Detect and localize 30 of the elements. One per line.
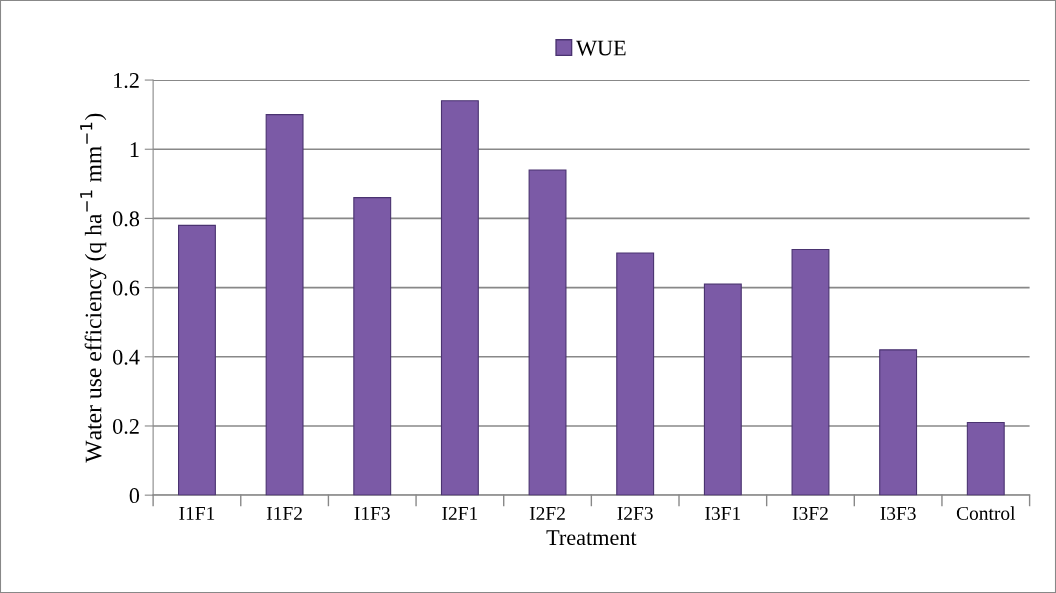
bar <box>879 349 918 496</box>
x-axis-title: Treatment <box>546 530 637 546</box>
x-tick-label: I2F1 <box>442 506 478 520</box>
x-tick-label: I2F3 <box>617 506 653 520</box>
bar <box>616 252 655 496</box>
y-tick-label: 0.4 <box>112 349 140 365</box>
bar <box>177 224 216 496</box>
y-tick-label: 1 <box>130 142 139 157</box>
x-tick-label: I3F2 <box>792 506 828 520</box>
legend-label: WUE <box>576 40 626 56</box>
y-tick-label: 0.2 <box>112 418 139 434</box>
y-axis-title: Water use efficiency (q ha$^{−1}$ mm$^{−1}$) <box>80 113 107 463</box>
x-tick-label: I1F3 <box>354 506 390 520</box>
bar <box>966 421 1005 496</box>
x-tick-label: I3F3 <box>880 506 916 520</box>
x-tick-label: I1F1 <box>179 506 215 520</box>
x-tick-label: I3F1 <box>705 506 741 520</box>
bar <box>528 169 567 496</box>
bar <box>440 100 479 496</box>
x-tick-label: I2F2 <box>529 506 565 520</box>
bar <box>703 283 742 496</box>
bar <box>353 197 392 496</box>
bar <box>265 114 304 496</box>
y-tick-label: 0.6 <box>112 280 140 296</box>
y-tick-label: 0 <box>129 488 140 504</box>
x-tick-label: Control <box>956 506 1016 520</box>
bar <box>791 248 830 496</box>
y-tick-label: 1.2 <box>114 73 139 89</box>
y-tick-label: 0.8 <box>112 211 140 227</box>
x-tick-label: I1F2 <box>266 506 302 520</box>
